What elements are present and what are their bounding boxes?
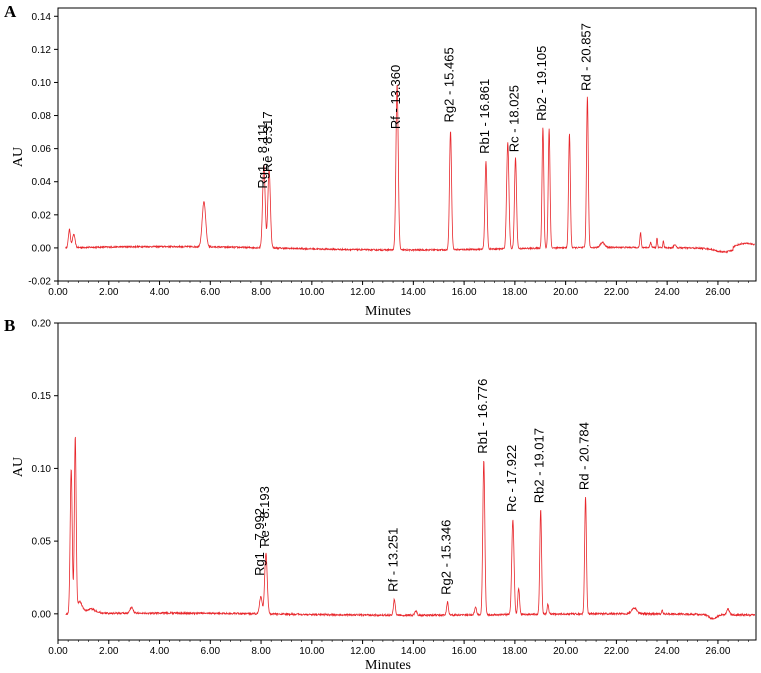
x-tick-label: 26.00 [705,287,730,298]
x-tick-label: 12.00 [350,287,375,298]
peak-label: Rg2 - 15.346 [439,520,454,595]
chromatogram-panel-a: A AU Minutes 0.00 2.00 4.00 6.00 8.00 10.00 12… [4,2,757,319]
chromatogram-trace [65,84,755,254]
plot-frame [57,7,757,282]
x-tick-label: 2.00 [99,287,119,298]
x-axis-label-b: Minutes [365,658,411,673]
peak-label: Re - 8.193 [257,486,272,547]
x-tick-label: 20.00 [553,287,578,298]
peak-label: Rc - 17.922 [504,445,519,512]
y-tick-label: 0.15 [32,391,52,402]
peak-label: Rg1 - 8.111 [255,123,270,189]
trace-b [65,436,756,621]
y-tick-label: 0.06 [32,144,52,155]
x-tick-label: 14.00 [401,646,426,657]
axes-b: 0.00 2.00 4.00 6.00 8.00 10.00 12.00 14.00 16.00… [32,319,757,657]
x-tick-label: 24.00 [655,287,680,298]
y-axis-label-a: AU [11,147,26,167]
x-tick-label: 16.00 [452,646,477,657]
y-axis-label-b: AU [11,457,26,477]
y-tick-label: 0.05 [32,537,52,548]
peak-label: Rf - 13.360 [388,65,403,129]
x-tick-label: 22.00 [604,646,629,657]
panel-label-b: B [4,316,15,335]
y-tick-label: 0.20 [32,319,52,330]
x-tick-label: 0.00 [48,287,68,298]
y-tick-label: 0.02 [32,210,52,221]
peak-label: Rc - 18.025 [507,85,522,152]
trace-a [65,84,755,254]
axes-a: 0.00 2.00 4.00 6.00 8.00 10.00 12.00 14.00 16.00… [28,7,757,298]
y-tick-label: 0.00 [32,609,52,620]
x-tick-label: 6.00 [201,646,221,657]
y-tick-label: 0.12 [32,45,52,56]
x-axis-label-a: Minutes [365,304,411,319]
x-tick-label: 24.00 [655,646,680,657]
y-tick-label: 0.10 [32,464,52,475]
y-tick-label: 0.10 [32,78,52,89]
peak-label: Rb2 - 19.105 [534,46,549,121]
peak-label: Rg2 - 15.465 [442,47,457,122]
peak-label: Rd - 20.784 [577,422,592,490]
plot-frame [57,322,757,641]
y-tick-label: 0.14 [32,12,52,23]
peak-label: Rd - 20.857 [578,23,593,91]
peak-label: Rb1 - 16.861 [477,79,492,154]
x-tick-label: 4.00 [150,287,170,298]
peak-label: Rb2 - 19.017 [532,428,547,503]
x-tick-label: 6.00 [201,287,221,298]
x-tick-label: 16.00 [452,287,477,298]
panel-label-a: A [4,2,17,21]
chromatogram-trace [65,436,756,621]
x-tick-label: 22.00 [604,287,629,298]
chromatogram-panel-b: B AU Minutes 0.00 2.00 4.00 6.00 8.00 10.00 12… [4,316,757,673]
peak-label: Rg1 - 7.992 [252,508,267,576]
x-tick-label: 10.00 [299,287,324,298]
x-tick-label: 12.00 [350,646,375,657]
x-tick-label: 4.00 [150,646,170,657]
x-tick-label: 20.00 [553,646,578,657]
y-tick-label: -0.02 [28,277,51,288]
x-tick-label: 0.00 [48,646,68,657]
x-tick-label: 26.00 [705,646,730,657]
x-tick-label: 14.00 [401,287,426,298]
peak-label: Re - 8.317 [260,111,275,172]
x-tick-label: 8.00 [251,287,271,298]
peak-label: Rf - 13.251 [385,528,400,592]
y-tick-label: 0.00 [32,243,52,254]
peak-label: Rb1 - 16.776 [475,379,490,454]
x-tick-label: 18.00 [502,287,527,298]
x-tick-label: 10.00 [299,646,324,657]
x-tick-label: 2.00 [99,646,119,657]
y-tick-label: 0.04 [32,177,52,188]
y-tick-label: 0.08 [32,111,52,122]
x-tick-label: 8.00 [251,646,271,657]
x-tick-label: 18.00 [502,646,527,657]
